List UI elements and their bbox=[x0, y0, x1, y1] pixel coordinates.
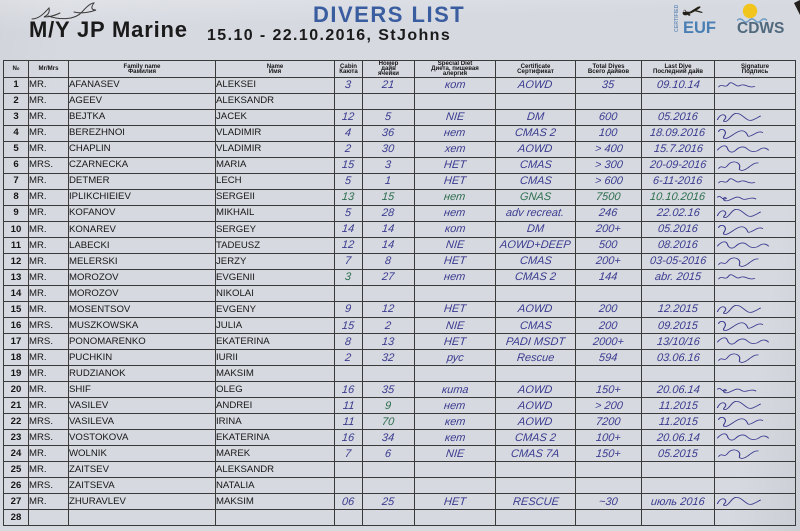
svg-text:CERTIFIED: CERTIFIED bbox=[674, 4, 680, 32]
svg-text:CDWS: CDWS bbox=[737, 20, 784, 35]
svg-text:EUF: EUF bbox=[683, 19, 716, 36]
